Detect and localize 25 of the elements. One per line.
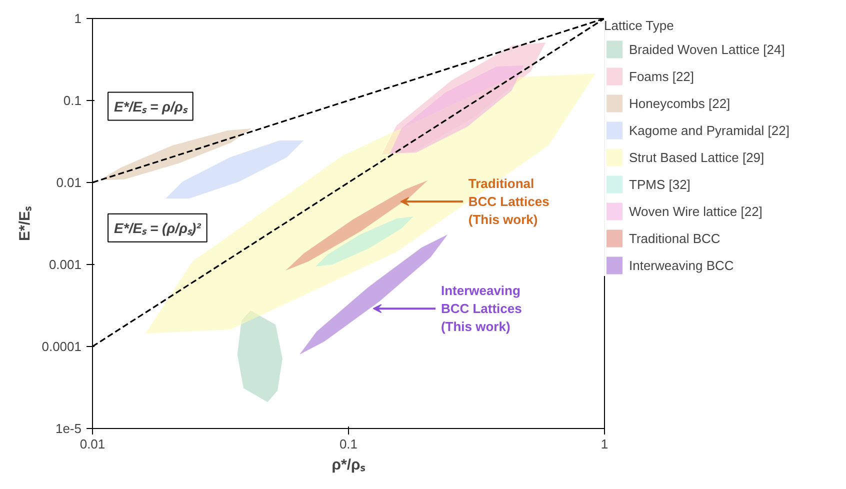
y-tick-label: 1e-5	[55, 421, 82, 436]
legend-label: Traditional BCC	[629, 230, 720, 246]
x-tick-label: 1	[600, 436, 608, 452]
annotation: E*/Eₛ = (ρ/ρₛ)²	[114, 220, 202, 236]
annotation: Interweaving BCC Lattices (This work)	[440, 283, 522, 334]
legend-title: Lattice Type	[604, 18, 675, 33]
y-tick-label: 0.0001	[42, 339, 82, 354]
y-tick-label: 0.01	[56, 175, 82, 190]
legend-label: Kagome and Pyramidal [22]	[629, 122, 790, 138]
legend-label: Woven Wire lattice [22]	[629, 204, 762, 218]
x-axis-title: ρ*/ρₛ	[332, 456, 366, 474]
y-tick-label: 0.001	[48, 257, 82, 272]
annotation: Traditional BCC Lattices (This work)	[468, 176, 550, 228]
legend-label: Strut Based Lattice [29]	[629, 150, 764, 164]
y-tick-label: 1	[74, 11, 82, 26]
legend-label: Interweaving BCC	[629, 258, 734, 272]
y-axis-title: E*/Eₛ	[16, 206, 34, 242]
legend-label: TPMS [32]	[629, 176, 690, 192]
legend-label: Braided Woven Lattice [24]	[629, 42, 785, 56]
x-tick-label: 0.1	[339, 436, 358, 452]
x-tick-label: 0.01	[80, 436, 106, 452]
legend-label: Honeycombs [22]	[629, 96, 730, 110]
legend-label: Foams [22]	[629, 68, 694, 84]
y-tick-label: 0.1	[63, 93, 82, 108]
annotation: E*/Eₛ = ρ/ρₛ	[114, 98, 189, 114]
